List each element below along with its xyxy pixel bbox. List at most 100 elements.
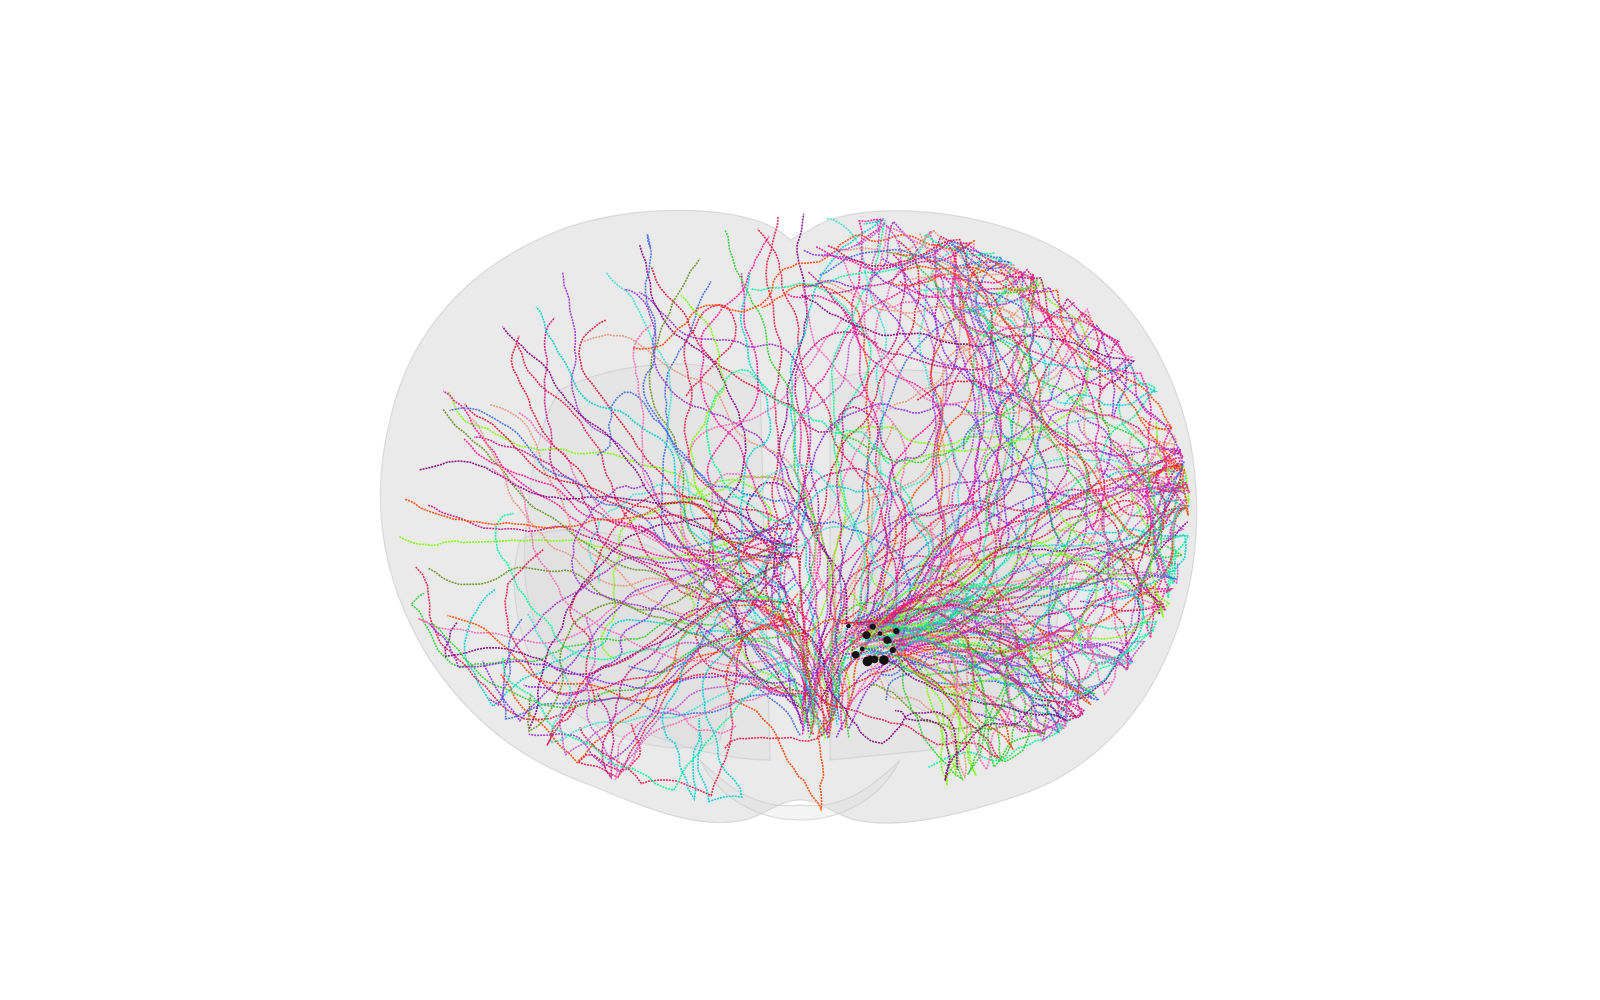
axon-fiber: [887, 251, 1135, 539]
axon-fiber: [543, 317, 823, 737]
axon-fiber: [800, 485, 930, 725]
axon-fiber: [829, 254, 907, 634]
axon-fiber: [885, 659, 1068, 782]
axon-fiber: [835, 632, 1134, 738]
axon-fiber: [697, 583, 796, 803]
axon-fiber: [501, 326, 793, 559]
axon-fiber: [859, 567, 1009, 775]
axon-fiber: [523, 529, 822, 733]
soma: [851, 651, 860, 659]
axon-fiber: [404, 498, 790, 569]
axon-fiber: [933, 257, 1137, 567]
axon-fiber: [884, 273, 1036, 659]
axon-fiber: [866, 505, 1161, 631]
axon-fiber: [444, 552, 793, 676]
soma: [877, 631, 883, 636]
axon-fiber: [891, 280, 1091, 482]
axon-fiber: [886, 488, 1174, 665]
axon-fiber: [419, 460, 796, 548]
axon-fiber: [828, 277, 1038, 464]
axon-fiber: [901, 265, 1174, 430]
axon-fiber: [865, 531, 1092, 706]
axon-fiber: [954, 292, 1163, 587]
soma-cluster: [846, 623, 900, 667]
axon-fiber: [614, 684, 781, 781]
soma: [889, 647, 896, 654]
soma: [879, 655, 889, 665]
soma: [893, 627, 900, 635]
soma: [862, 631, 871, 640]
soma: [846, 623, 851, 629]
axon-fiber: [500, 604, 789, 764]
axon-fiber: [447, 391, 835, 718]
axon-fiber: [773, 522, 959, 770]
axon-fiber: [832, 562, 1130, 716]
axon-fiber: [874, 499, 1188, 642]
axon-fiber: [815, 242, 1106, 390]
axon-fiber: [677, 313, 848, 709]
soma: [869, 623, 876, 630]
axon-fiber: [827, 238, 1019, 402]
axon-fiber: [786, 292, 982, 710]
axon-fiber: [778, 218, 884, 708]
axon-fiber: [844, 246, 1003, 651]
axon-fiber: [648, 258, 815, 728]
axon-fiber: [491, 467, 781, 667]
axon-fiber: [535, 306, 786, 593]
axon-fiber: [891, 617, 1127, 743]
axon-fiber: [501, 656, 791, 792]
axon-fiber: [844, 463, 1089, 655]
axon-fiber: [801, 294, 1136, 392]
axon-fiber: [885, 464, 1164, 630]
axon-fiber: [442, 408, 790, 596]
axon-fiber: [870, 502, 1102, 702]
axon-fiber: [854, 324, 1116, 622]
axon-fiber: [829, 545, 1185, 738]
axon-fiber: [863, 570, 977, 776]
axon-fiber: [587, 464, 900, 634]
axon-fiber: [966, 263, 1145, 606]
axon-fiber: [883, 232, 1021, 627]
axon-fiber: [822, 221, 948, 526]
axon-fiber: [890, 425, 1090, 650]
axon-fiber: [872, 519, 970, 780]
axon-fiber: [868, 495, 1171, 653]
axon-fiber: [898, 526, 1175, 664]
axon-fiber: [794, 331, 908, 637]
axon-fiber: [683, 303, 792, 527]
axon-fiber: [596, 599, 797, 780]
axon-fiber: [877, 435, 1171, 656]
axon-fiber: [398, 535, 784, 563]
axon-projections: [398, 213, 1191, 812]
axon-fiber: [862, 451, 1184, 638]
axon-fiber: [417, 557, 782, 644]
axon-fiber: [582, 333, 823, 731]
axon-fiber: [867, 230, 995, 657]
axon-fiber: [632, 233, 976, 350]
axon-fiber: [883, 600, 1034, 782]
axon-fiber: [804, 425, 1020, 739]
axon-fiber: [650, 266, 816, 735]
axon-fiber: [489, 403, 783, 675]
axon-fiber: [546, 527, 794, 746]
axon-fiber: [895, 399, 1190, 642]
axon-fiber: [864, 461, 1185, 674]
axon-fiber: [893, 435, 1159, 666]
axon-fiber: [850, 218, 904, 627]
axon-fiber: [494, 512, 789, 661]
axon-fiber: [892, 462, 1183, 625]
axon-fiber: [848, 614, 1045, 735]
axon-fiber: [887, 409, 1112, 657]
axon-fiber: [857, 542, 1076, 727]
axon-fiber: [854, 528, 1164, 643]
axon-fiber: [854, 245, 1002, 646]
axon-fiber: [803, 249, 1010, 547]
axon-fiber: [579, 572, 784, 797]
axon-fiber: [504, 548, 785, 695]
axon-fiber: [789, 622, 1001, 760]
axon-fiber: [778, 213, 835, 723]
soma: [859, 646, 865, 652]
axon-fiber: [875, 606, 1146, 673]
